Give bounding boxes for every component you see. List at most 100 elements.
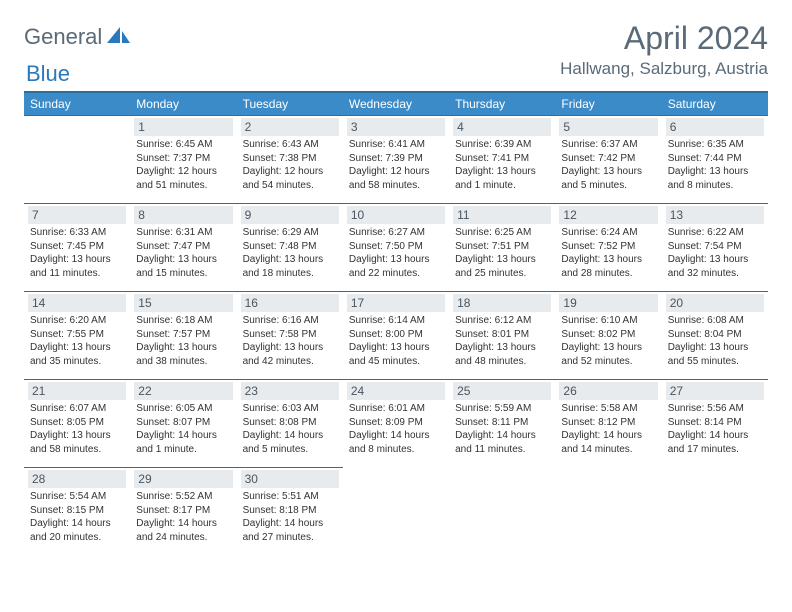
calendar-day-cell: 7Sunrise: 6:33 AMSunset: 7:45 PMDaylight… [24, 204, 130, 292]
daylight-text: Daylight: 13 hours and 8 minutes. [668, 165, 762, 192]
sunrise-text: Sunrise: 6:07 AM [30, 402, 124, 416]
sunset-text: Sunset: 7:58 PM [243, 328, 337, 342]
sunset-text: Sunset: 7:39 PM [349, 152, 443, 166]
sunset-text: Sunset: 7:41 PM [455, 152, 549, 166]
sunrise-text: Sunrise: 6:37 AM [561, 138, 655, 152]
daylight-text: Daylight: 13 hours and 25 minutes. [455, 253, 549, 280]
sunset-text: Sunset: 7:45 PM [30, 240, 124, 254]
weekday-header: Monday [130, 92, 236, 116]
day-info: Sunrise: 6:07 AMSunset: 8:05 PMDaylight:… [28, 402, 126, 456]
calendar-day-cell: 24Sunrise: 6:01 AMSunset: 8:09 PMDayligh… [343, 380, 449, 468]
day-number: 3 [347, 118, 445, 136]
sunset-text: Sunset: 8:00 PM [349, 328, 443, 342]
calendar-body: 1Sunrise: 6:45 AMSunset: 7:37 PMDaylight… [24, 116, 768, 556]
logo-text-blue: Blue [26, 61, 70, 87]
day-info: Sunrise: 6:25 AMSunset: 7:51 PMDaylight:… [453, 226, 551, 280]
sunset-text: Sunset: 8:12 PM [561, 416, 655, 430]
daylight-text: Daylight: 13 hours and 32 minutes. [668, 253, 762, 280]
sunset-text: Sunset: 7:48 PM [243, 240, 337, 254]
calendar-day-cell: 20Sunrise: 6:08 AMSunset: 8:04 PMDayligh… [662, 292, 768, 380]
day-number: 14 [28, 294, 126, 312]
day-info: Sunrise: 6:31 AMSunset: 7:47 PMDaylight:… [134, 226, 232, 280]
weekday-header: Saturday [662, 92, 768, 116]
sunset-text: Sunset: 8:17 PM [136, 504, 230, 518]
calendar-day-cell: 3 Sunrise: 6:41 AMSunset: 7:39 PMDaylight… [343, 116, 449, 204]
sunrise-text: Sunrise: 6:16 AM [243, 314, 337, 328]
day-info: Sunrise: 5:56 AMSunset: 8:14 PMDaylight:… [666, 402, 764, 456]
daylight-text: Daylight: 14 hours and 20 minutes. [30, 517, 124, 544]
sunrise-text: Sunrise: 6:18 AM [136, 314, 230, 328]
day-info: Sunrise: 5:51 AMSunset: 8:18 PMDaylight:… [241, 490, 339, 544]
day-info: Sunrise: 5:59 AMSunset: 8:11 PMDaylight:… [453, 402, 551, 456]
daylight-text: Daylight: 14 hours and 14 minutes. [561, 429, 655, 456]
calendar-day-cell: 25Sunrise: 5:59 AMSunset: 8:11 PMDayligh… [449, 380, 555, 468]
sunrise-text: Sunrise: 6:25 AM [455, 226, 549, 240]
sunrise-text: Sunrise: 6:14 AM [349, 314, 443, 328]
day-number: 7 [28, 206, 126, 224]
daylight-text: Daylight: 14 hours and 27 minutes. [243, 517, 337, 544]
daylight-text: Daylight: 13 hours and 42 minutes. [243, 341, 337, 368]
day-info: Sunrise: 6:01 AMSunset: 8:09 PMDaylight:… [347, 402, 445, 456]
calendar-day-cell: 1Sunrise: 6:45 AMSunset: 7:37 PMDaylight… [130, 116, 236, 204]
sunset-text: Sunset: 8:18 PM [243, 504, 337, 518]
sunrise-text: Sunrise: 6:24 AM [561, 226, 655, 240]
sunset-text: Sunset: 7:55 PM [30, 328, 124, 342]
sunset-text: Sunset: 8:11 PM [455, 416, 549, 430]
day-info: Sunrise: 6:16 AMSunset: 7:58 PMDaylight:… [241, 314, 339, 368]
day-number: 16 [241, 294, 339, 312]
day-info: Sunrise: 6:35 AMSunset: 7:44 PMDaylight:… [666, 138, 764, 192]
sunrise-text: Sunrise: 6:05 AM [136, 402, 230, 416]
day-info: Sunrise: 6:10 AMSunset: 8:02 PMDaylight:… [559, 314, 657, 368]
calendar-day-cell [555, 468, 661, 556]
day-number: 22 [134, 382, 232, 400]
day-info: Sunrise: 6:14 AMSunset: 8:00 PMDaylight:… [347, 314, 445, 368]
day-info: Sunrise: 6:08 AMSunset: 8:04 PMDaylight:… [666, 314, 764, 368]
day-info: Sunrise: 6:12 AMSunset: 8:01 PMDaylight:… [453, 314, 551, 368]
day-number: 30 [241, 470, 339, 488]
day-number: 28 [28, 470, 126, 488]
logo-sail-icon [106, 25, 132, 50]
day-info: Sunrise: 6:03 AMSunset: 8:08 PMDaylight:… [241, 402, 339, 456]
logo-text-general: General [24, 24, 102, 50]
calendar-day-cell: 13Sunrise: 6:22 AMSunset: 7:54 PMDayligh… [662, 204, 768, 292]
calendar-day-cell: 5Sunrise: 6:37 AMSunset: 7:42 PMDaylight… [555, 116, 661, 204]
calendar-day-cell: 26Sunrise: 5:58 AMSunset: 8:12 PMDayligh… [555, 380, 661, 468]
daylight-text: Daylight: 13 hours and 1 minute. [455, 165, 549, 192]
calendar-table: SundayMondayTuesdayWednesdayThursdayFrid… [24, 91, 768, 556]
daylight-text: Daylight: 13 hours and 22 minutes. [349, 253, 443, 280]
sunrise-text: Sunrise: 6:22 AM [668, 226, 762, 240]
day-info: Sunrise: 6:41 AMSunset: 7:39 PMDaylight:… [347, 138, 445, 192]
sunrise-text: Sunrise: 6:10 AM [561, 314, 655, 328]
calendar-day-cell: 11Sunrise: 6:25 AMSunset: 7:51 PMDayligh… [449, 204, 555, 292]
weekday-header: Tuesday [237, 92, 343, 116]
daylight-text: Daylight: 13 hours and 35 minutes. [30, 341, 124, 368]
daylight-text: Daylight: 13 hours and 55 minutes. [668, 341, 762, 368]
daylight-text: Daylight: 13 hours and 5 minutes. [561, 165, 655, 192]
day-number: 29 [134, 470, 232, 488]
sunrise-text: Sunrise: 6:35 AM [668, 138, 762, 152]
day-info: Sunrise: 6:43 AMSunset: 7:38 PMDaylight:… [241, 138, 339, 192]
daylight-text: Daylight: 13 hours and 45 minutes. [349, 341, 443, 368]
day-number: 23 [241, 382, 339, 400]
sunrise-text: Sunrise: 6:08 AM [668, 314, 762, 328]
calendar-week-row: 14Sunrise: 6:20 AMSunset: 7:55 PMDayligh… [24, 292, 768, 380]
weekday-header: Wednesday [343, 92, 449, 116]
sunrise-text: Sunrise: 5:56 AM [668, 402, 762, 416]
sunset-text: Sunset: 7:52 PM [561, 240, 655, 254]
day-info: Sunrise: 6:18 AMSunset: 7:57 PMDaylight:… [134, 314, 232, 368]
sunrise-text: Sunrise: 6:39 AM [455, 138, 549, 152]
weekday-header: Sunday [24, 92, 130, 116]
day-number: 6 [666, 118, 764, 136]
location-subtitle: Hallwang, Salzburg, Austria [560, 59, 768, 79]
calendar-day-cell [343, 468, 449, 556]
day-number: 10 [347, 206, 445, 224]
day-number: 1 [134, 118, 232, 136]
day-number: 4 [453, 118, 551, 136]
day-number: 17 [347, 294, 445, 312]
calendar-day-cell: 4 Sunrise: 6:39 AMSunset: 7:41 PMDaylight… [449, 116, 555, 204]
day-info: Sunrise: 6:39 AMSunset: 7:41 PMDaylight:… [453, 138, 551, 192]
calendar-day-cell: 9Sunrise: 6:29 AMSunset: 7:48 PMDaylight… [237, 204, 343, 292]
day-info: Sunrise: 6:37 AMSunset: 7:42 PMDaylight:… [559, 138, 657, 192]
calendar-day-cell: 12Sunrise: 6:24 AMSunset: 7:52 PMDayligh… [555, 204, 661, 292]
calendar-day-cell: 6 Sunrise: 6:35 AMSunset: 7:44 PMDaylight… [662, 116, 768, 204]
